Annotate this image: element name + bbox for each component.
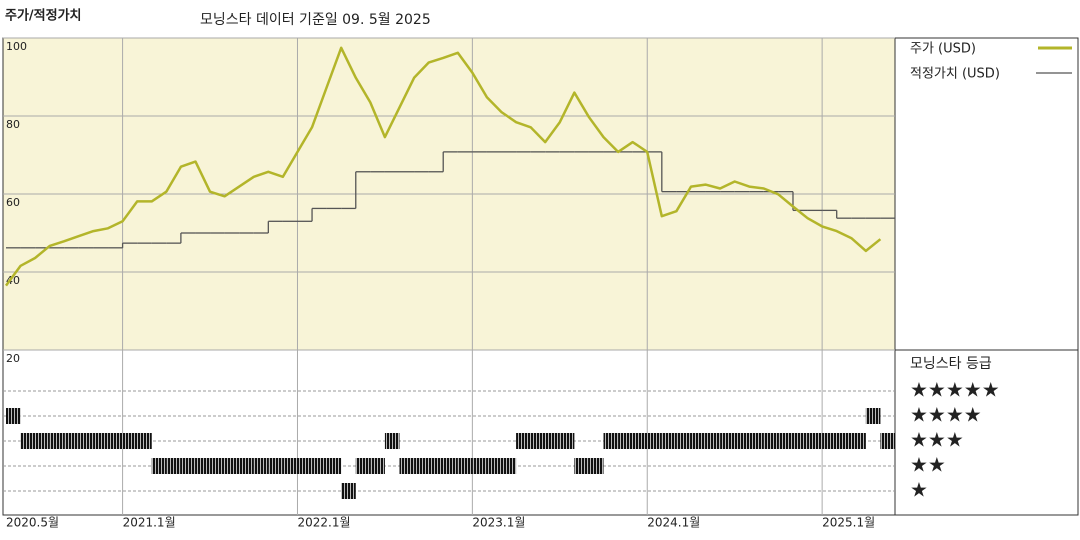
rating-block (151, 458, 167, 474)
rating-label: ★★★★ (910, 403, 982, 427)
rating-block (370, 458, 385, 474)
rating-block (282, 458, 298, 474)
y-tick-label: 80 (6, 118, 20, 131)
rating-block (836, 433, 852, 449)
rating-block (49, 433, 65, 449)
rating-block (93, 433, 109, 449)
y-tick-label: 20 (6, 352, 20, 365)
rating-block (355, 458, 371, 474)
rating-block (778, 433, 793, 449)
rating-block (341, 483, 356, 499)
x-tick-label: 2023.1월 (472, 516, 525, 530)
rating-label: ★★★ (910, 428, 964, 452)
rating-block (763, 433, 779, 449)
rating-block (457, 458, 473, 474)
rating-block (501, 458, 517, 474)
rating-block (865, 408, 881, 424)
price-line (4, 46, 882, 287)
rating-block (312, 458, 327, 474)
rating-block (297, 458, 313, 474)
chart-subtitle: 모닝스타 데이터 기준일 09. 5월 2025 (200, 12, 431, 28)
rating-block (20, 433, 36, 449)
y-tick-label: 60 (6, 196, 20, 209)
x-tick-label: 2021.1월 (123, 516, 176, 530)
rating-block (618, 433, 633, 449)
rating-block (137, 433, 152, 449)
y-tick-label: 100 (6, 40, 27, 53)
rating-block (720, 433, 735, 449)
rating-block (749, 433, 764, 449)
rating-block (530, 433, 546, 449)
rating-block (632, 433, 648, 449)
y-tick-label: 40 (6, 274, 20, 287)
rating-block (880, 433, 895, 449)
rating-label: ★★ (910, 453, 946, 477)
rating-block (807, 433, 823, 449)
rating-block (792, 433, 808, 449)
legend-label: 적정가치 (USD) (910, 67, 1000, 82)
rating-block (78, 433, 94, 449)
rating-block (734, 433, 750, 449)
rating-block (486, 458, 502, 474)
rating-block (603, 433, 619, 449)
rating-block (676, 433, 691, 449)
rating-block (516, 433, 531, 449)
rating-block (166, 458, 181, 474)
rating-block (690, 433, 706, 449)
rating-block (35, 433, 50, 449)
rating-block (428, 458, 444, 474)
rating-block (559, 433, 575, 449)
rating-block (443, 458, 458, 474)
x-tick-label: 2024.1월 (647, 516, 700, 530)
rating-block (647, 433, 662, 449)
rating-block (414, 458, 429, 474)
rating-block (122, 433, 138, 449)
rating-block (399, 458, 415, 474)
rating-block (574, 458, 589, 474)
rating-block (588, 458, 604, 474)
rating-block (661, 433, 677, 449)
chart-title: 주가/적정가치 (5, 8, 82, 24)
rating-block (253, 458, 269, 474)
rating-block (108, 433, 123, 449)
x-tick-label: 2022.1월 (297, 516, 350, 530)
rating-block (545, 433, 560, 449)
rating-label: ★★★★★ (910, 378, 1000, 402)
rating-block (195, 458, 211, 474)
rating-block (210, 458, 225, 474)
rating-block (472, 458, 487, 474)
rating-label: ★ (910, 478, 928, 502)
rating-block (180, 458, 196, 474)
rating-block (64, 433, 79, 449)
rating-block (239, 458, 254, 474)
rating-title: 모닝스타 등급 (910, 356, 992, 372)
x-tick-label: 2020.5월 (6, 516, 59, 530)
rating-block (268, 458, 283, 474)
rating-block (384, 433, 400, 449)
x-tick-label: 2025.1월 (822, 516, 875, 530)
rating-block (822, 433, 837, 449)
legend-label: 주가 (USD) (910, 42, 976, 57)
rating-block (851, 433, 866, 449)
rating-block (705, 433, 721, 449)
rating-block (224, 458, 240, 474)
rating-block (6, 408, 21, 424)
rating-block (326, 458, 342, 474)
